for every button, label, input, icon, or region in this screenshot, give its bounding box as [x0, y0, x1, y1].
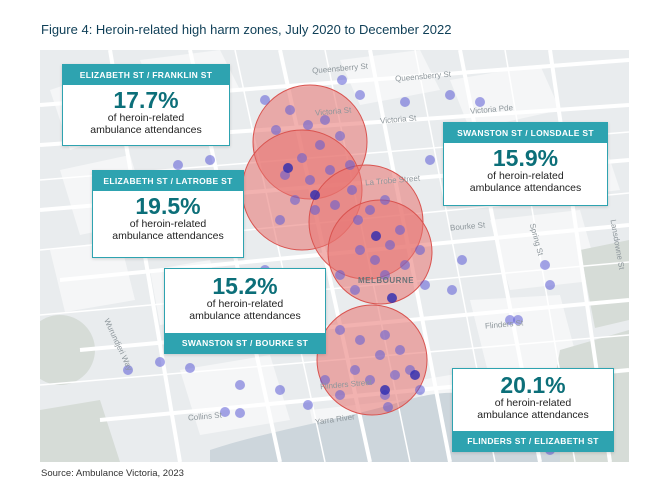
zone-tag: SWANSTON ST / BOURKE ST — [165, 333, 325, 353]
zone-desc-line1: of heroin-related — [129, 218, 207, 230]
zone-desc-line2: ambulance attendances — [112, 230, 224, 242]
zone-tag: SWANSTON ST / LONSDALE ST — [444, 123, 607, 143]
zone-tag: ELIZABETH ST / LATROBE ST — [93, 171, 243, 191]
map[interactable]: Queensberry St Queensberry St Victoria S… — [40, 50, 629, 462]
zone-callout-elizabeth-latrobe: ELIZABETH ST / LATROBE ST 19.5% of heroi… — [92, 170, 244, 258]
zone-desc-line2: ambulance attendances — [90, 124, 202, 136]
zone-percent: 15.2% — [212, 273, 278, 299]
zone-desc-line2: ambulance attendances — [189, 310, 301, 322]
zone-percent: 20.1% — [500, 372, 566, 398]
zone-callout-swanston-bourke: 15.2% of heroin-related ambulance attend… — [164, 268, 326, 354]
zone-tag: FLINDERS ST / ELIZABETH ST — [453, 431, 613, 451]
zone-percent: 19.5% — [135, 193, 201, 219]
source-note: Source: Ambulance Victoria, 2023 — [41, 468, 184, 479]
zone-percent: 17.7% — [113, 87, 179, 113]
zone-desc-line1: of heroin-related — [487, 170, 564, 182]
zone-callout-elizabeth-franklin: ELIZABETH ST / FRANKLIN ST 17.7% of hero… — [62, 64, 230, 146]
zone-desc-line2: ambulance attendances — [469, 182, 582, 194]
city-label: MELBOURNE — [358, 276, 415, 285]
zone-callout-swanston-lonsdale: SWANSTON ST / LONSDALE ST 15.9% of heroi… — [443, 122, 608, 206]
zone-desc-line2: ambulance attendances — [477, 409, 589, 421]
zone-desc-line1: of heroin-related — [494, 397, 572, 409]
zone-tag: ELIZABETH ST / FRANKLIN ST — [63, 65, 229, 85]
zone-desc-line1: of heroin-related — [206, 298, 284, 310]
figure-title: Figure 4: Heroin-related high harm zones… — [41, 22, 452, 37]
zone-percent: 15.9% — [492, 145, 559, 171]
zone-desc-line1: of heroin-related — [107, 112, 185, 124]
zone-callout-flinders-elizabeth: 20.1% of heroin-related ambulance attend… — [452, 368, 614, 452]
